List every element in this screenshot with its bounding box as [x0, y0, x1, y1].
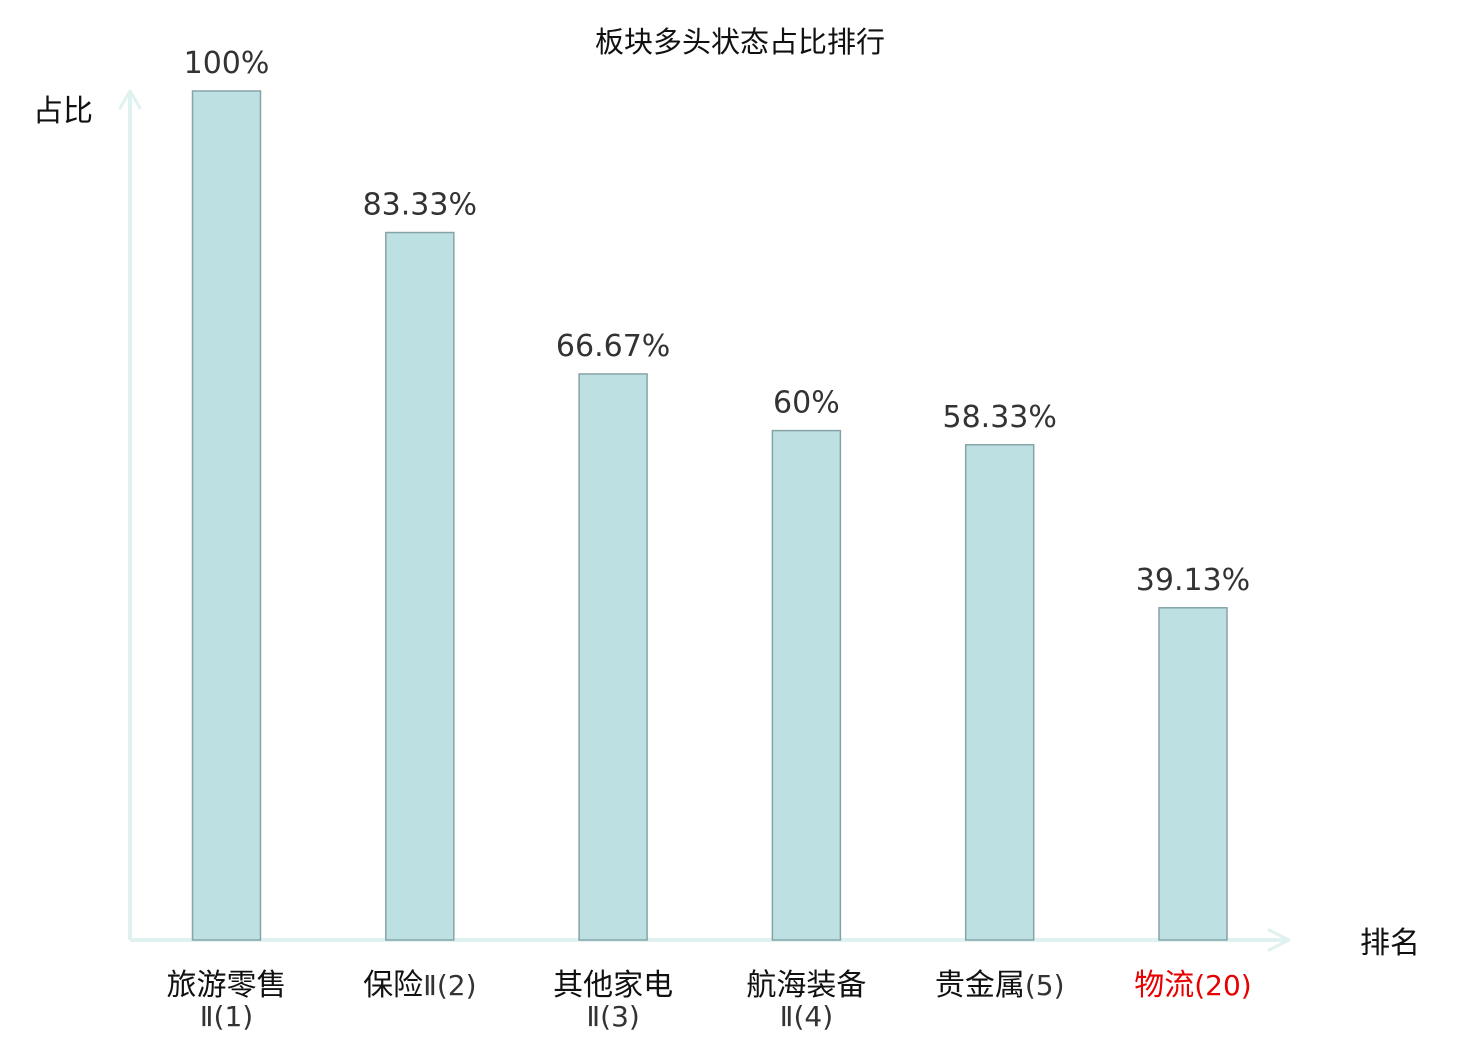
category-name: 保险	[363, 968, 423, 1003]
x-axis-label: 排名	[1360, 926, 1420, 961]
category-label: 旅游零售	[167, 968, 287, 1003]
category-rank: (5)	[1025, 969, 1065, 1002]
category-label: 物流(20)	[1134, 968, 1251, 1003]
category-rank-label: Ⅱ(3)	[586, 1000, 639, 1033]
value-label: 66.67%	[556, 329, 670, 364]
category-label: 保险Ⅱ(2)	[363, 968, 476, 1003]
value-label-group: 100% 83.33% 66.67% 60% 58.33% 39.13%	[184, 46, 1251, 598]
value-label: 39.13%	[1136, 563, 1250, 598]
bar	[964, 444, 1035, 941]
bar	[771, 429, 842, 941]
value-label: 83.33%	[363, 188, 477, 223]
category-label: 航海装备	[746, 968, 866, 1003]
category-name: 物流	[1134, 968, 1194, 1003]
category-rank: (20)	[1194, 969, 1251, 1002]
category-rank: Ⅱ(2)	[423, 969, 476, 1002]
category-label: 贵金属(5)	[935, 968, 1065, 1003]
y-axis-label: 占比	[33, 94, 93, 129]
x-axis-arrow-icon	[1267, 928, 1291, 952]
bar	[385, 231, 455, 941]
category-rank-label: Ⅱ(4)	[780, 1000, 833, 1033]
category-label: 其他家电	[553, 968, 673, 1003]
value-label: 58.33%	[943, 400, 1057, 435]
y-axis-arrow-icon	[118, 89, 142, 110]
chart-title: 板块多头状态占比排行	[595, 25, 885, 59]
value-label: 100%	[184, 46, 270, 81]
bar-group	[191, 90, 1228, 941]
value-label: 60%	[773, 386, 840, 421]
bar	[578, 373, 648, 941]
category-rank-label: Ⅱ(1)	[200, 1000, 253, 1033]
bar	[191, 90, 262, 941]
axes	[118, 89, 1291, 952]
category-name: 贵金属	[935, 968, 1025, 1003]
bar	[1158, 607, 1228, 941]
